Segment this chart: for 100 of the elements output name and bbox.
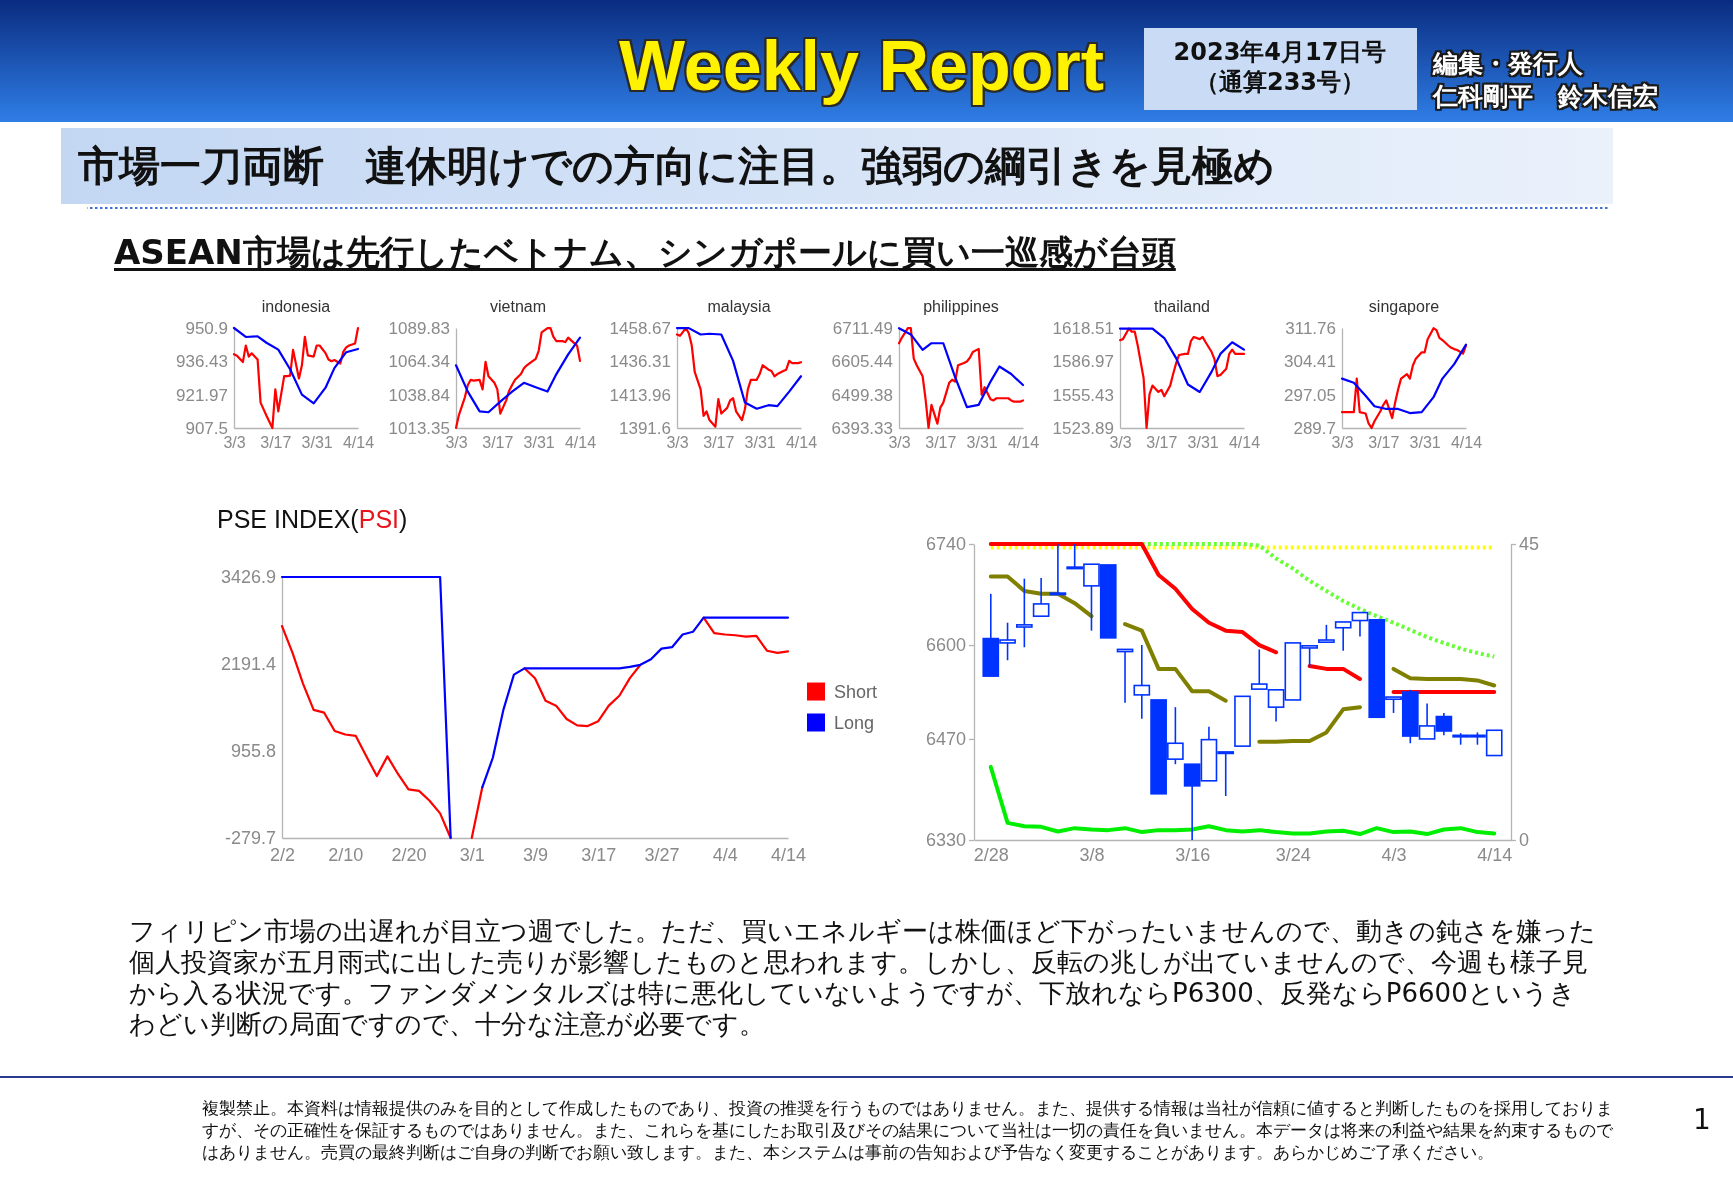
y-tick-label: 6499.38 (831, 385, 893, 405)
y-tick-label: 2191.4 (220, 654, 276, 675)
y-tick-label: 6470 (925, 729, 966, 750)
candlestick (1049, 543, 1067, 596)
y-tick-label: 1555.43 (1052, 385, 1115, 405)
y-tick-label: 1458.67 (609, 318, 672, 338)
x-tick-label: 4/3 (1381, 844, 1407, 865)
y-tick-label: 1436.31 (609, 352, 672, 372)
chart-title: PSE INDEX(PSI) (217, 505, 408, 533)
line-series (232, 326, 360, 430)
x-tick-label: 4/4 (712, 844, 738, 865)
x-tick-label: 2/20 (391, 844, 427, 865)
y2-tick-label: 45 (1519, 534, 1540, 555)
line-series (676, 327, 803, 428)
candlestick (1334, 621, 1352, 652)
y-tick-label: 1089.83 (388, 318, 450, 338)
x-tick-label: 3/17 (481, 434, 514, 452)
chart-title: philippines (922, 298, 999, 315)
y-tick-label: 1586.97 (1052, 352, 1115, 372)
y-tick-label: 6605.44 (831, 352, 893, 372)
legend-label: Long (834, 712, 875, 733)
x-tick-label: 3/17 (1368, 434, 1400, 452)
x-tick-label: 3/3 (666, 434, 689, 452)
text: （通算233号） (1194, 68, 1366, 96)
x-tick-label: 3/31 (301, 434, 333, 452)
x-tick-label: 3/17 (581, 844, 617, 865)
text: 仁科剛平 鈴木信宏 (1433, 82, 1658, 111)
line-series (988, 764, 1497, 837)
x-tick-label: 4/14 (1007, 434, 1039, 452)
line-series (1340, 327, 1468, 430)
x-tick-label: 3/3 (888, 434, 911, 452)
line-series (454, 336, 581, 414)
y2-tick-label: 0 (1519, 830, 1530, 851)
text: 1 (1693, 1103, 1711, 1136)
x-tick-label: 4/14 (786, 434, 818, 452)
x-tick-label: 2/10 (328, 844, 364, 865)
x-tick-label: 2/28 (973, 844, 1009, 865)
text: Weekly Report (619, 27, 1104, 105)
y-tick-label: 304.41 (1284, 352, 1336, 372)
candlestick (1133, 644, 1151, 720)
chart-title: malaysia (707, 298, 771, 315)
line-series (454, 326, 581, 430)
x-tick-label: 3/8 (1079, 844, 1105, 865)
legend-label: Short (834, 681, 878, 702)
y-tick-label: 1064.34 (388, 352, 450, 372)
x-tick-label: 4/14 (1229, 434, 1261, 452)
x-tick-label: 3/16 (1175, 844, 1211, 865)
y-tick-label: 921.97 (176, 385, 228, 405)
y-tick-label: 3426.9 (220, 567, 276, 588)
x-tick-label: 3/31 (1187, 434, 1220, 452)
text: ASEAN市場は先行したベトナム、シンガポールに買い一巡感が台頭 (114, 232, 1176, 272)
line-series (676, 327, 803, 410)
x-tick-label: 3/17 (1146, 434, 1178, 452)
x-tick-label: 3/3 (223, 434, 246, 452)
x-tick-label: 3/27 (644, 844, 680, 865)
y-tick-label: 297.05 (1284, 385, 1336, 405)
text: 複製禁止。本資料は情報提供のみを目的として作成したものであり、投資の推奨を行うものではありません。また、提供する情報は当社が信頼に値すると判断したものを採用しておりますが、その正確性を保証するものではありません。また、これらを基にしたお取引及びその結果について当社は一切の責任を負いません。本データは将来の利益や結果を約束するものではありません。売買の最終判断はご自身の判断でお願い致します。また、本システムは事前の告知および予告なく変更することがあります。あらかじめご了承ください。 (202, 1097, 1614, 1163)
x-tick-label: 3/31 (966, 434, 998, 452)
y-tick-label: 6600 (925, 635, 966, 656)
y-tick-label: 955.8 (230, 741, 276, 762)
line-series (1119, 327, 1246, 394)
x-tick-label: 4/14 (1477, 844, 1513, 865)
y-tick-label: 1618.51 (1052, 318, 1115, 338)
x-tick-label: 4/14 (342, 434, 375, 452)
x-tick-label: 3/31 (1409, 434, 1441, 452)
x-tick-label: 4/14 (564, 434, 596, 452)
x-tick-label: 4/14 (1450, 434, 1483, 452)
chart-title: singapore (1368, 298, 1440, 315)
y-tick-label: 6740 (925, 534, 966, 555)
line-series (1119, 327, 1246, 429)
line-series (897, 327, 1024, 429)
chart-title: vietnam (489, 298, 546, 315)
line-series (232, 326, 360, 405)
text: 2023年4月17日号 (1173, 38, 1387, 66)
text: 編集・発行人 (1433, 49, 1583, 78)
x-tick-label: 3/3 (1331, 434, 1354, 452)
candlestick (1015, 577, 1033, 649)
x-tick-label: 3/1 (459, 844, 485, 865)
x-tick-label: 3/17 (925, 434, 957, 452)
chart-title: thailand (1154, 298, 1211, 315)
text: フィリピン市場の出遅れが目立つ週でした。ただ、買いエネルギーは株価ほど下がったいませんので、動きの鈍さを嫌った個人投資家が五月雨式に出した売りが影響したものと思われます。しかし、反転の兆しが出ていませんので、今週も様子見から入る状況です。ファンダメンタルズは特に悪化していないようですが、下放れならP6300、反発ならP6600というきわどい判断の局面ですので、十分な注意が必要です。 (129, 916, 1597, 1040)
y-tick-label: 950.9 (185, 318, 228, 338)
y-tick-label: 311.76 (1285, 318, 1336, 338)
y-tick-label: 1038.84 (388, 385, 450, 405)
x-tick-label: 3/3 (1109, 434, 1133, 452)
x-tick-label: 3/17 (260, 434, 292, 452)
line-series (1340, 343, 1468, 415)
x-tick-label: 3/24 (1275, 844, 1311, 865)
y-tick-label: 936.43 (176, 352, 228, 372)
x-tick-label: 4/14 (770, 844, 807, 865)
x-tick-label: 3/17 (703, 434, 735, 452)
x-tick-label: 3/31 (744, 434, 777, 452)
candlestick (1032, 577, 1050, 617)
y-tick-label: 1413.96 (609, 385, 672, 405)
chart-title: indonesia (261, 298, 331, 315)
y-tick-label: 6711.49 (832, 318, 893, 338)
line-series (897, 327, 1024, 409)
text: 市場一刀両断 連休明けでの方向に注目。強弱の綱引きを見極め (78, 142, 1275, 190)
y-tick-label: 6330 (925, 830, 966, 851)
x-tick-label: 3/31 (523, 434, 555, 452)
